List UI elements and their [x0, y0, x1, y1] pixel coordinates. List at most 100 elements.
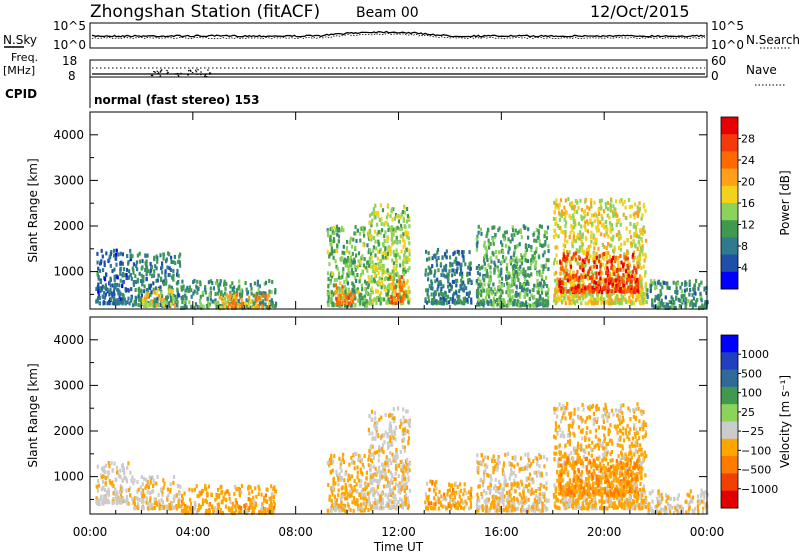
- nsky-label: N.Sky: [3, 33, 37, 47]
- data-cell: [146, 253, 149, 258]
- data-cell: [126, 287, 130, 292]
- data-cell: [402, 261, 405, 266]
- data-cell: [406, 462, 409, 467]
- data-cell: [260, 505, 263, 510]
- data-cell: [193, 289, 196, 294]
- data-cell: [360, 478, 363, 483]
- data-cell: [398, 424, 402, 429]
- data-cell: [546, 225, 550, 230]
- data-cell: [266, 297, 269, 302]
- data-cell: [592, 213, 595, 218]
- data-cell: [258, 284, 261, 289]
- data-cell: [477, 297, 480, 302]
- data-cell: [356, 475, 359, 480]
- data-cell: [386, 434, 389, 439]
- data-cell: [458, 294, 461, 299]
- data-cell: [396, 463, 399, 468]
- data-cell: [455, 283, 458, 288]
- nave-dot: [153, 71, 155, 73]
- data-cell: [536, 278, 539, 283]
- data-cell: [599, 262, 602, 267]
- data-cell: [144, 293, 147, 298]
- data-cell: [508, 288, 511, 293]
- data-cell: [447, 279, 450, 284]
- data-cell: [343, 303, 347, 308]
- data-cell: [376, 450, 379, 455]
- nave-dot: [209, 72, 212, 74]
- data-cell: [522, 224, 525, 229]
- data-cell: [121, 301, 124, 306]
- data-cell: [489, 265, 492, 270]
- data-cell: [337, 493, 340, 498]
- data-cell: [399, 295, 402, 300]
- data-cell: [399, 287, 402, 292]
- data-cell: [437, 284, 440, 289]
- data-cell: [482, 243, 486, 248]
- data-cell: [181, 279, 184, 284]
- data-cell: [562, 271, 565, 275]
- data-cell: [360, 272, 363, 277]
- data-cell: [217, 487, 220, 492]
- data-cell: [239, 288, 243, 293]
- data-cell: [156, 296, 159, 301]
- data-cell: [609, 221, 612, 226]
- data-cell: [562, 257, 565, 262]
- data-cell: [375, 489, 378, 494]
- data-cell: [127, 260, 130, 265]
- data-cell: [605, 277, 608, 282]
- data-cell: [355, 452, 358, 457]
- data-cell: [627, 286, 630, 291]
- data-cell: [668, 300, 671, 305]
- data-cell: [116, 490, 119, 495]
- data-cell: [609, 280, 612, 285]
- data-cell: [374, 253, 377, 258]
- data-cell: [330, 503, 333, 508]
- data-cell: [141, 282, 144, 287]
- data-cell: [466, 272, 469, 277]
- data-cell: [400, 468, 403, 473]
- data-cell: [636, 288, 639, 293]
- data-cell: [362, 492, 365, 497]
- data-cell: [623, 286, 626, 291]
- data-cell: [623, 252, 626, 257]
- data-cell: [104, 495, 107, 500]
- data-cell: [353, 485, 356, 489]
- data-cell: [392, 486, 395, 491]
- data-cell: [390, 286, 393, 291]
- data-cell: [182, 509, 185, 513]
- data-cell: [172, 506, 175, 510]
- data-cell: [162, 302, 165, 307]
- data-cell: [566, 239, 569, 244]
- data-cell: [635, 294, 638, 299]
- data-cell: [185, 288, 188, 293]
- data-cell: [181, 497, 184, 502]
- data-cell: [601, 262, 605, 267]
- data-cell: [333, 278, 336, 283]
- colorbar-tick-label: 12: [741, 219, 755, 232]
- data-cell: [516, 270, 519, 274]
- data-cell: [374, 471, 377, 476]
- data-cell: [681, 300, 684, 305]
- data-cell: [99, 286, 103, 291]
- data-cell: [582, 215, 585, 220]
- data-cell: [426, 257, 429, 262]
- data-cell: [195, 511, 198, 515]
- data-cell: [634, 211, 637, 216]
- data-cell: [366, 300, 369, 305]
- data-cell: [568, 235, 571, 239]
- data-cell: [113, 301, 116, 306]
- data-cell: [330, 299, 333, 304]
- data-cell: [347, 273, 350, 278]
- data-cell: [590, 204, 593, 209]
- data-cell: [660, 292, 663, 297]
- data-cell: [615, 233, 618, 238]
- data-cell: [480, 289, 483, 294]
- data-cell: [479, 227, 482, 232]
- data-cell: [568, 269, 571, 274]
- data-cell: [589, 244, 592, 249]
- data-cell: [362, 496, 365, 501]
- data-cell: [394, 267, 398, 272]
- data-cell: [577, 255, 580, 260]
- data-cell: [186, 505, 189, 510]
- data-cell: [610, 243, 613, 248]
